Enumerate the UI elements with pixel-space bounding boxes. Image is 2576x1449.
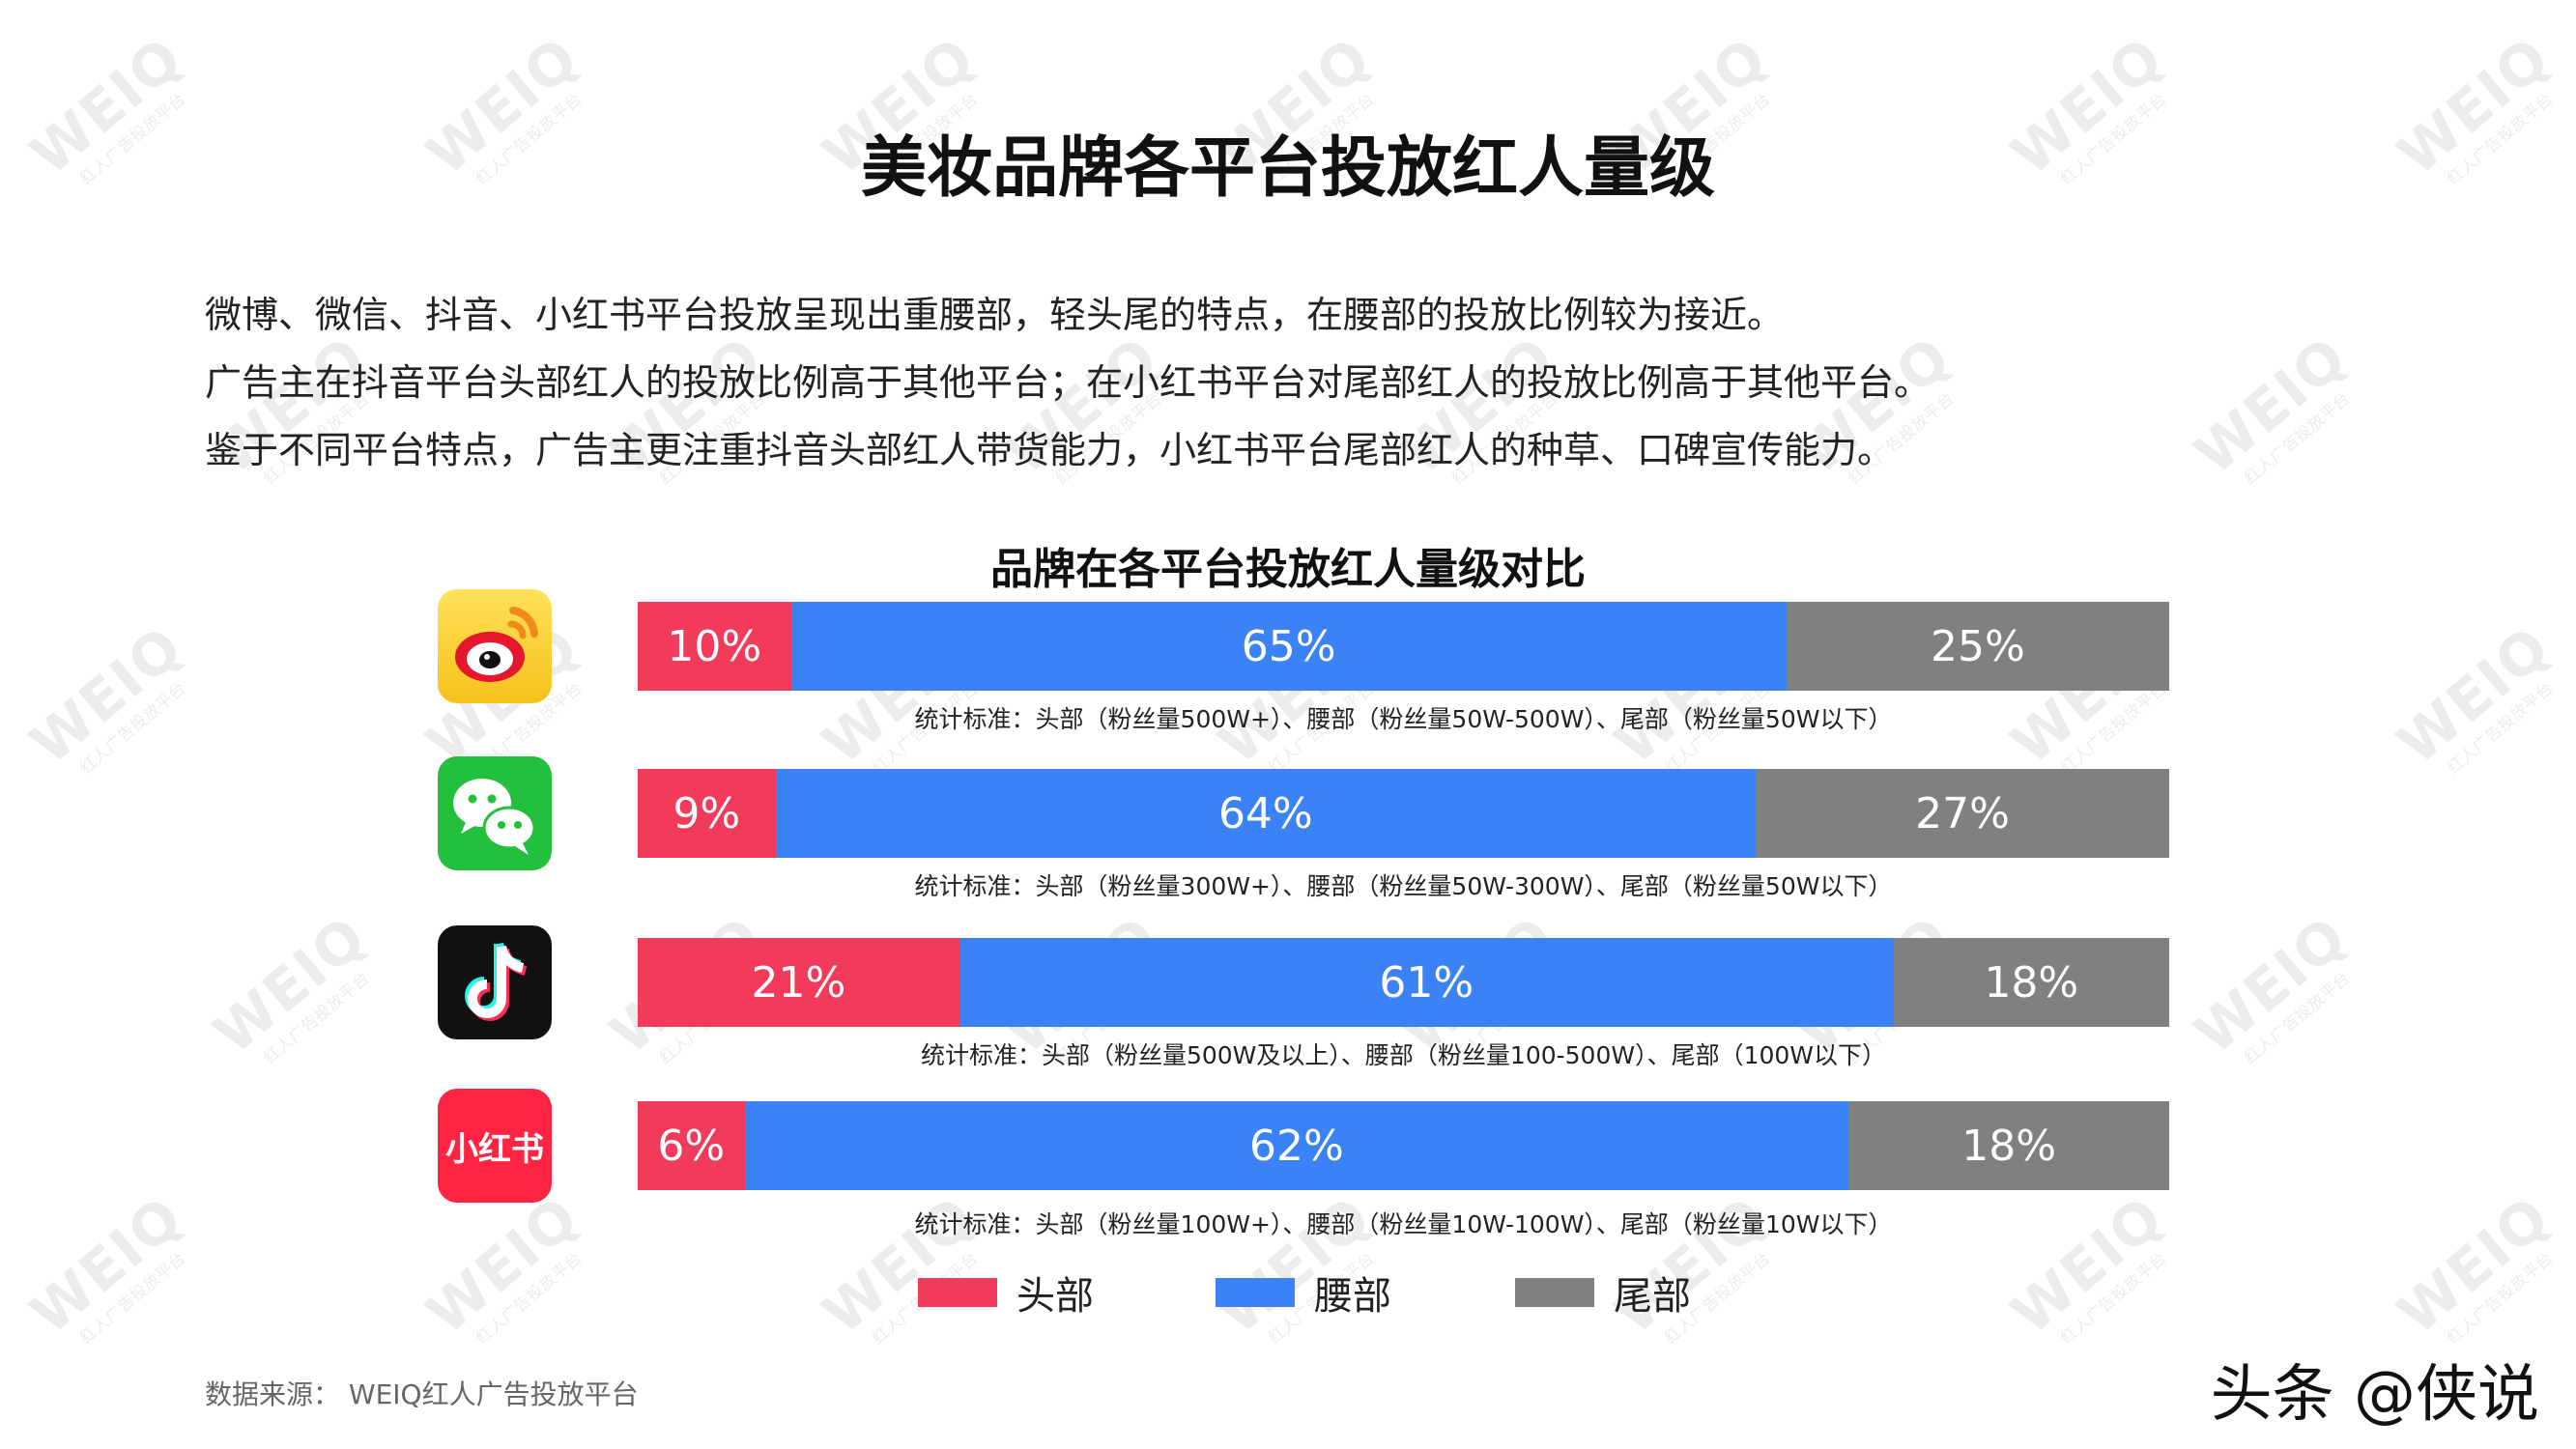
legend-item-tail: 尾部 [1515,1265,1691,1320]
bar-row-douyin: 21% 61% 18% [638,938,2169,1027]
criteria-douyin: 统计标准：头部（粉丝量500W及以上）、腰部（粉丝量100-500W）、尾部（1… [920,1041,1887,1069]
wechat-icon [438,756,552,870]
bar-label-head-2: 21% [751,957,846,1008]
criteria-xiaohongshu: 统计标准：头部（粉丝量100W+）、腰部（粉丝量10W-100W）、尾部（粉丝量… [914,1210,1893,1238]
legend-item-waist: 腰部 [1216,1265,1391,1320]
bar-segment-head-0: 10% [638,602,791,691]
legend-item-head: 头部 [918,1265,1094,1320]
bar-segment-waist-3: 62% [744,1101,1849,1190]
bar-segment-tail-1: 27% [1756,769,2169,858]
bar-label-waist-0: 65% [1241,621,1336,671]
source-note: 数据来源： WEIQ红人广告投放平台 [205,1378,639,1410]
intro-line-3: 鉴于不同平台特点，广告主更注重抖音头部红人带货能力，小红书平台尾部红人的种草、口… [205,429,1895,471]
bar-row-wechat: 9% 64% 27% [638,769,2169,858]
bar-segment-waist-0: 65% [790,602,1787,691]
intro-line-1: 微博、微信、抖音、小红书平台投放呈现出重腰部，轻头尾的特点，在腰部的投放比例较为… [205,294,1785,336]
page-title: 美妆品牌各平台投放红人量级 [860,130,1715,207]
bar-label-tail-1: 27% [1915,788,2010,838]
legend-label-head: 头部 [1016,1274,1094,1319]
bar-row-weibo: 10% 65% 25% [638,602,2169,691]
bar-label-waist-3: 62% [1249,1121,1344,1171]
legend-swatch-head [918,1278,997,1307]
bar-segment-tail-0: 25% [1786,602,2169,691]
legend-label-tail: 尾部 [1614,1274,1691,1319]
criteria-wechat: 统计标准：头部（粉丝量300W+）、腰部（粉丝量50W-300W）、尾部（粉丝量… [914,872,1893,900]
bar-segment-head-3: 6% [638,1101,745,1190]
douyin-icon [438,925,552,1039]
weibo-icon [438,589,552,703]
brand-mark: 头条 @侠说 [2210,1359,2539,1431]
bar-segment-waist-1: 64% [775,769,1757,858]
bar-label-tail-2: 18% [1984,957,2079,1008]
bar-segment-head-1: 9% [638,769,776,858]
bar-label-head-0: 10% [667,621,762,671]
intro-line-2: 广告主在抖音平台头部红人的投放比例高于其他平台；在小红书平台对尾部红人的投放比例… [205,361,1932,404]
bar-label-head-1: 9% [673,788,741,838]
bar-segment-waist-2: 61% [959,938,1894,1027]
criteria-weibo: 统计标准：头部（粉丝量500W+）、腰部（粉丝量50W-500W）、尾部（粉丝量… [914,705,1893,733]
legend-label-waist: 腰部 [1314,1274,1391,1319]
bar-segment-tail-2: 18% [1893,938,2169,1027]
bar-label-waist-1: 64% [1217,788,1313,838]
chart-title: 品牌在各平台投放红人量级对比 [990,545,1586,594]
xiaohongshu-icon: 小红书 [438,1089,552,1203]
bar-segment-tail-3: 18% [1848,1101,2169,1190]
bar-label-tail-0: 25% [1930,621,2025,671]
xiaohongshu-icon-text: 小红书 [445,1129,544,1169]
bar-label-tail-3: 18% [1961,1121,2057,1171]
bar-row-xiaohongshu: 6% 62% 18% [638,1101,2169,1190]
legend-swatch-tail [1515,1278,1594,1307]
legend-swatch-waist [1216,1278,1295,1307]
bar-segment-head-2: 21% [638,938,959,1027]
bar-label-head-3: 6% [657,1121,726,1171]
bar-label-waist-2: 61% [1379,957,1474,1008]
